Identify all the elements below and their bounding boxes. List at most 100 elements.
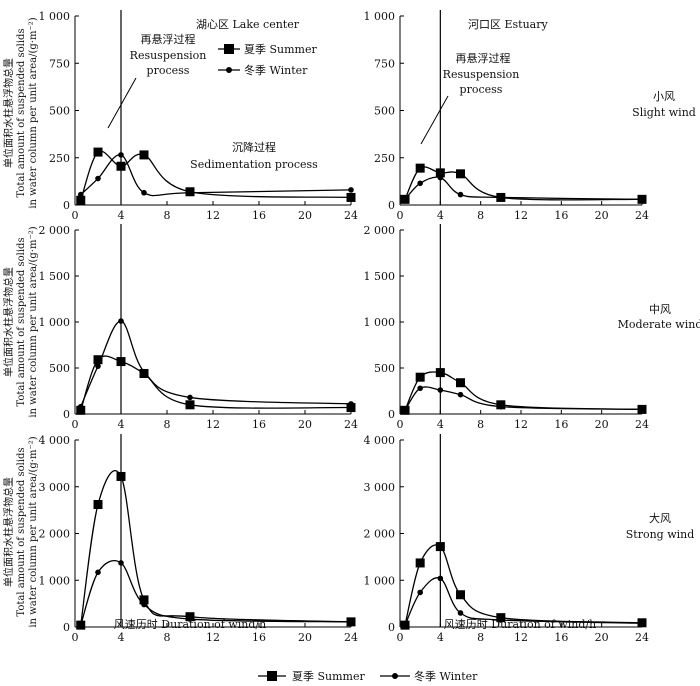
x-tick-label: 12 <box>514 418 528 431</box>
x-tick-label: 12 <box>206 418 220 431</box>
winter-point <box>639 406 645 413</box>
x-tick-label: 16 <box>252 631 266 644</box>
legend-winter-marker <box>392 673 398 679</box>
legend-summer-marker <box>267 671 277 681</box>
x-tick-label: 4 <box>437 418 444 431</box>
y-tick-label: 750 <box>374 57 395 70</box>
x-tick-label: 12 <box>206 631 220 644</box>
winter-point <box>118 560 124 566</box>
x-tick-label: 4 <box>118 209 125 222</box>
row-label-strong-en: Strong wind <box>626 528 695 541</box>
x-tick-label: 12 <box>206 209 220 222</box>
x-tick-label: 0 <box>397 418 404 431</box>
x-tick-label: 20 <box>595 418 609 431</box>
winter-point <box>457 191 464 198</box>
winter-point <box>187 189 193 196</box>
summer-point <box>76 405 86 415</box>
winter-point <box>348 187 354 193</box>
y-label-en-1: Total amount of suspended solids <box>16 237 27 406</box>
x-tick-label: 8 <box>164 418 171 431</box>
row-label-moderate-en: Moderate wind <box>618 318 700 331</box>
y-tick-label: 3 000 <box>39 481 71 494</box>
y-label-en-1: Total amount of suspended solids <box>16 447 27 616</box>
y-label-cn: 单位面积水柱悬浮物总量 <box>2 267 15 377</box>
x-tick-label: 24 <box>344 631 358 644</box>
resuspension-en-1: Resuspension <box>130 49 207 62</box>
winter-point <box>498 194 504 201</box>
x-tick-label: 0 <box>72 418 79 431</box>
summer-point <box>76 195 86 205</box>
winter-point <box>141 368 147 375</box>
y-label-en-2: in water column per unit area/(g·m⁻²) <box>28 17 39 208</box>
panel-lake-moderate: 0 500 1 000 1 500 2 000 0 4 8 12 16 20 24 <box>39 224 358 431</box>
panels: 0 250 500 750 1 000 0 4 8 12 16 20 24 0 250 500 750 1 00… <box>39 10 649 644</box>
sedimentation-cn: 沉降过程 <box>232 140 276 154</box>
summer-point <box>185 400 195 410</box>
summer-point <box>456 378 465 388</box>
y-label-cn: 单位面积水柱悬浮物总量 <box>2 477 15 587</box>
annotation-resuspension-estuary: 再悬浮过程 Resuspension process <box>420 52 520 145</box>
y-tick-label: 500 <box>49 362 70 375</box>
x-tick-label: 16 <box>554 418 568 431</box>
summer-point <box>435 542 445 552</box>
x-tick-label: 16 <box>554 631 568 644</box>
winter-point <box>498 617 504 623</box>
y-tick-label: 2 000 <box>364 224 396 237</box>
row-label-strong-cn: 大风 <box>649 511 671 525</box>
summer-point <box>116 161 126 171</box>
y-tick-label: 2 000 <box>39 224 71 237</box>
summer-point <box>116 471 126 481</box>
winter-point <box>437 575 444 582</box>
winter-point <box>457 610 464 616</box>
y-tick-label: 500 <box>374 105 395 118</box>
winter-point <box>639 196 645 203</box>
y-tick-label: 1 000 <box>364 574 396 587</box>
summer-point <box>139 150 149 160</box>
winter-point <box>417 589 423 596</box>
resuspension-pointer <box>420 95 449 145</box>
y-tick-label: 500 <box>374 362 395 375</box>
y-tick-label: 1 000 <box>364 316 396 329</box>
x-tick-label: 12 <box>514 209 528 222</box>
y-tick-label: 0 <box>388 408 395 421</box>
x-tick-label: 12 <box>514 631 528 644</box>
winter-point <box>77 622 84 628</box>
winter-point <box>77 191 84 198</box>
x-tick-label: 4 <box>118 418 125 431</box>
x-tick-label: 8 <box>164 209 171 222</box>
winter-point <box>498 403 504 410</box>
winter-point <box>95 363 101 369</box>
x-tick-label: 4 <box>118 631 125 644</box>
x-tick-label: 24 <box>344 418 358 431</box>
y-axis-label-row-2: 单位面积水柱悬浮物总量 Total amount of suspended so… <box>2 226 39 417</box>
winter-point <box>417 385 423 392</box>
y-label-cn: 单位面积水柱悬浮物总量 <box>2 58 15 168</box>
y-tick-label: 4 000 <box>364 434 396 447</box>
row-label-slight-cn: 小风 <box>653 90 675 103</box>
summer-point <box>415 163 425 173</box>
x-tick-label: 8 <box>477 418 484 431</box>
column-title-lake-center: 湖心区 Lake center <box>196 18 300 31</box>
summer-point <box>435 168 445 178</box>
x-tick-label: 4 <box>437 209 444 222</box>
resuspension-pointer <box>107 77 137 129</box>
winter-point <box>457 391 464 398</box>
winter-point <box>437 387 444 393</box>
x-axis-label-left: 风速历时 Duration of wind/h <box>114 618 266 631</box>
x-tick-label: 16 <box>554 209 568 222</box>
x-tick-label: 16 <box>252 209 266 222</box>
resuspension-cn: 再悬浮过程 <box>456 52 511 65</box>
winter-point <box>437 174 444 181</box>
y-tick-label: 1 000 <box>39 10 71 23</box>
winter-point <box>639 620 645 627</box>
summer-point <box>346 403 356 413</box>
winter-point <box>118 152 124 158</box>
y-tick-label: 2 000 <box>39 528 71 541</box>
summer-point <box>415 558 425 568</box>
x-tick-label: 0 <box>397 631 404 644</box>
winter-point <box>77 403 84 410</box>
resuspension-cn: 再悬浮过程 <box>141 33 196 46</box>
x-tick-label: 0 <box>72 209 79 222</box>
resuspension-en-1: Resuspension <box>443 68 520 81</box>
x-tick-label: 8 <box>164 631 171 644</box>
